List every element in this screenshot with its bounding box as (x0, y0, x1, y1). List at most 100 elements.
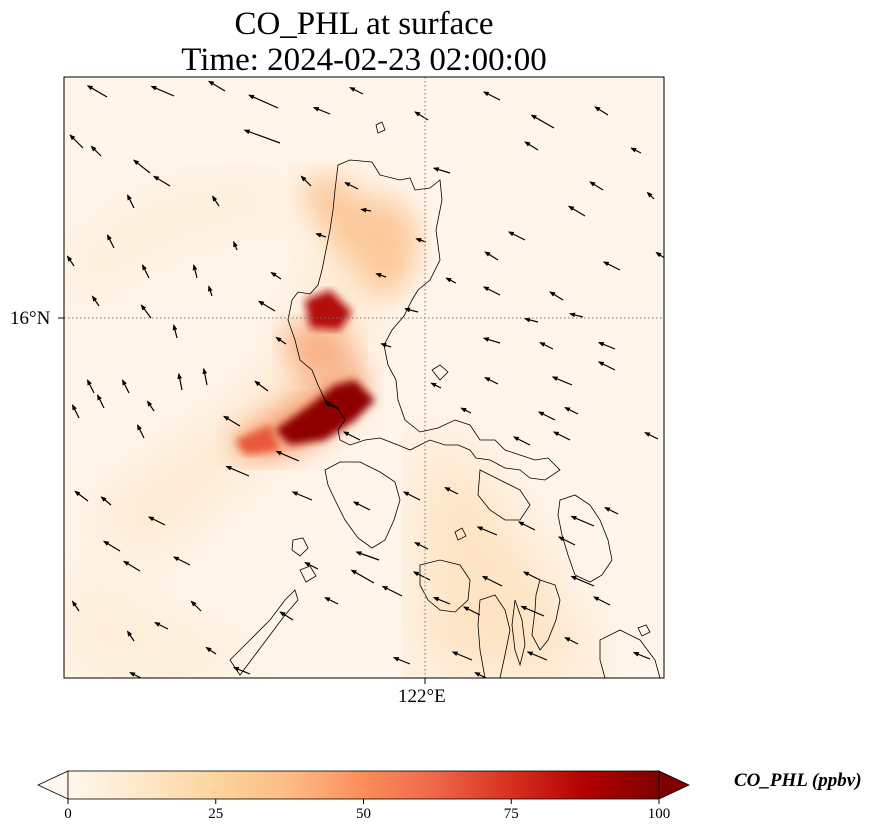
wind-arrow (451, 651, 473, 661)
wind-arrow (355, 551, 380, 561)
wind-arrow (415, 238, 427, 243)
wind-arrow (604, 507, 619, 515)
wind-arrow (172, 556, 191, 566)
wind-arrow (87, 379, 95, 394)
wind-arrow (142, 264, 150, 279)
wind-arrow (304, 562, 319, 570)
coastline-mindanao (599, 629, 661, 678)
coastline-islet-1 (291, 537, 309, 557)
wind-arrow (476, 526, 498, 536)
wind-arrow (344, 182, 359, 190)
wind-arrow (412, 571, 431, 581)
wind-arrow (589, 181, 604, 191)
coastline-leyte (531, 579, 561, 651)
wind-arrow (632, 652, 651, 660)
coastlines (229, 121, 661, 678)
plume-faint-west (64, 178, 300, 320)
coastline-samar (557, 494, 613, 583)
wind-arrow (205, 646, 217, 655)
lon-tick-label: 122°E (398, 686, 446, 707)
wind-arrow (275, 336, 287, 345)
lat-tick-label: 16°N (10, 308, 51, 329)
colorbar-ticks (67, 799, 660, 804)
coastline-negros (477, 594, 511, 678)
wind-arrow (392, 657, 411, 665)
coastline-luzon (287, 159, 561, 481)
wind-arrow (300, 175, 312, 187)
wind-arrow (137, 424, 145, 439)
wind-arrow (522, 571, 541, 581)
wind-arrow (539, 342, 554, 350)
wind-arrow (291, 491, 313, 501)
colorbar-title: CO_PHL (ppbv) (734, 770, 862, 791)
wind-arrow (86, 85, 108, 98)
map-title-line-1: CO_PHL at surface (234, 6, 494, 42)
wind-arrow (71, 600, 80, 612)
wind-arrow (91, 295, 100, 307)
wind-arrow (152, 175, 171, 187)
wind-arrow (380, 343, 392, 348)
wind-arrow (526, 651, 548, 661)
wind-arrow (549, 291, 564, 301)
colorbar-tick-label: 100 (647, 806, 671, 822)
wind-arrow (530, 114, 555, 129)
wind-arrow (190, 600, 202, 612)
wind-arrow (324, 402, 339, 410)
wind-arrow (66, 255, 75, 267)
wind-arrow (154, 622, 169, 630)
wind-arrow (69, 134, 84, 149)
wind-arrow (404, 307, 419, 313)
colorbar-extend-low (37, 770, 69, 800)
coastline-panay (419, 559, 471, 613)
wind-arrow (484, 251, 499, 261)
plume-faint-band (90, 180, 384, 560)
wind-arrow (537, 411, 556, 421)
coastline-islet-2 (299, 565, 317, 583)
coastline-mindoro (324, 461, 401, 549)
wind-arrow (225, 465, 250, 477)
wind-arrow (482, 337, 501, 344)
wind-arrow (279, 611, 294, 621)
wind-arrow (482, 91, 501, 101)
plume-faint-east (420, 430, 600, 678)
wind-arrow (74, 490, 89, 502)
wind-arrow (202, 367, 208, 386)
wind-arrow (432, 167, 451, 174)
colorbar-tick-label: 50 (356, 806, 371, 822)
wind-arrow (570, 515, 595, 527)
wind-arrow (122, 379, 130, 394)
wind-arrow (146, 400, 155, 412)
wind-arrow (481, 575, 503, 587)
wind-arrow (445, 277, 457, 284)
wind-arrow (462, 606, 481, 616)
wind-arrow (275, 450, 300, 462)
wind-arrow (192, 264, 198, 279)
coastline-palawan (229, 589, 299, 676)
coastline-islet-4 (431, 364, 449, 381)
wind-arrow (402, 491, 421, 501)
wind-arrow (207, 80, 226, 92)
wind-arrow (644, 432, 659, 440)
coastline-bicol (477, 469, 531, 521)
wind-arrow (517, 521, 536, 531)
wind-arrow (133, 159, 151, 174)
wind-arrow (312, 107, 331, 115)
wind-arrow (349, 87, 364, 95)
wind-arrow (444, 487, 459, 495)
wind-arrow (254, 380, 269, 392)
wind-arrow (551, 376, 573, 386)
wind-arrow (594, 106, 609, 116)
wind-arrow (484, 377, 499, 385)
hotspot-north (305, 290, 352, 330)
wind-arrow (360, 207, 372, 213)
wind-arrow (460, 407, 472, 414)
plume-north (300, 175, 420, 300)
wind-arrow (520, 605, 545, 617)
coastline-islet-5 (454, 527, 467, 541)
wind-arrow (243, 129, 281, 144)
wind-arrow (324, 597, 339, 605)
wind-arrow (172, 324, 178, 339)
wind-arrow (564, 637, 579, 645)
wind-arrow (512, 436, 531, 446)
